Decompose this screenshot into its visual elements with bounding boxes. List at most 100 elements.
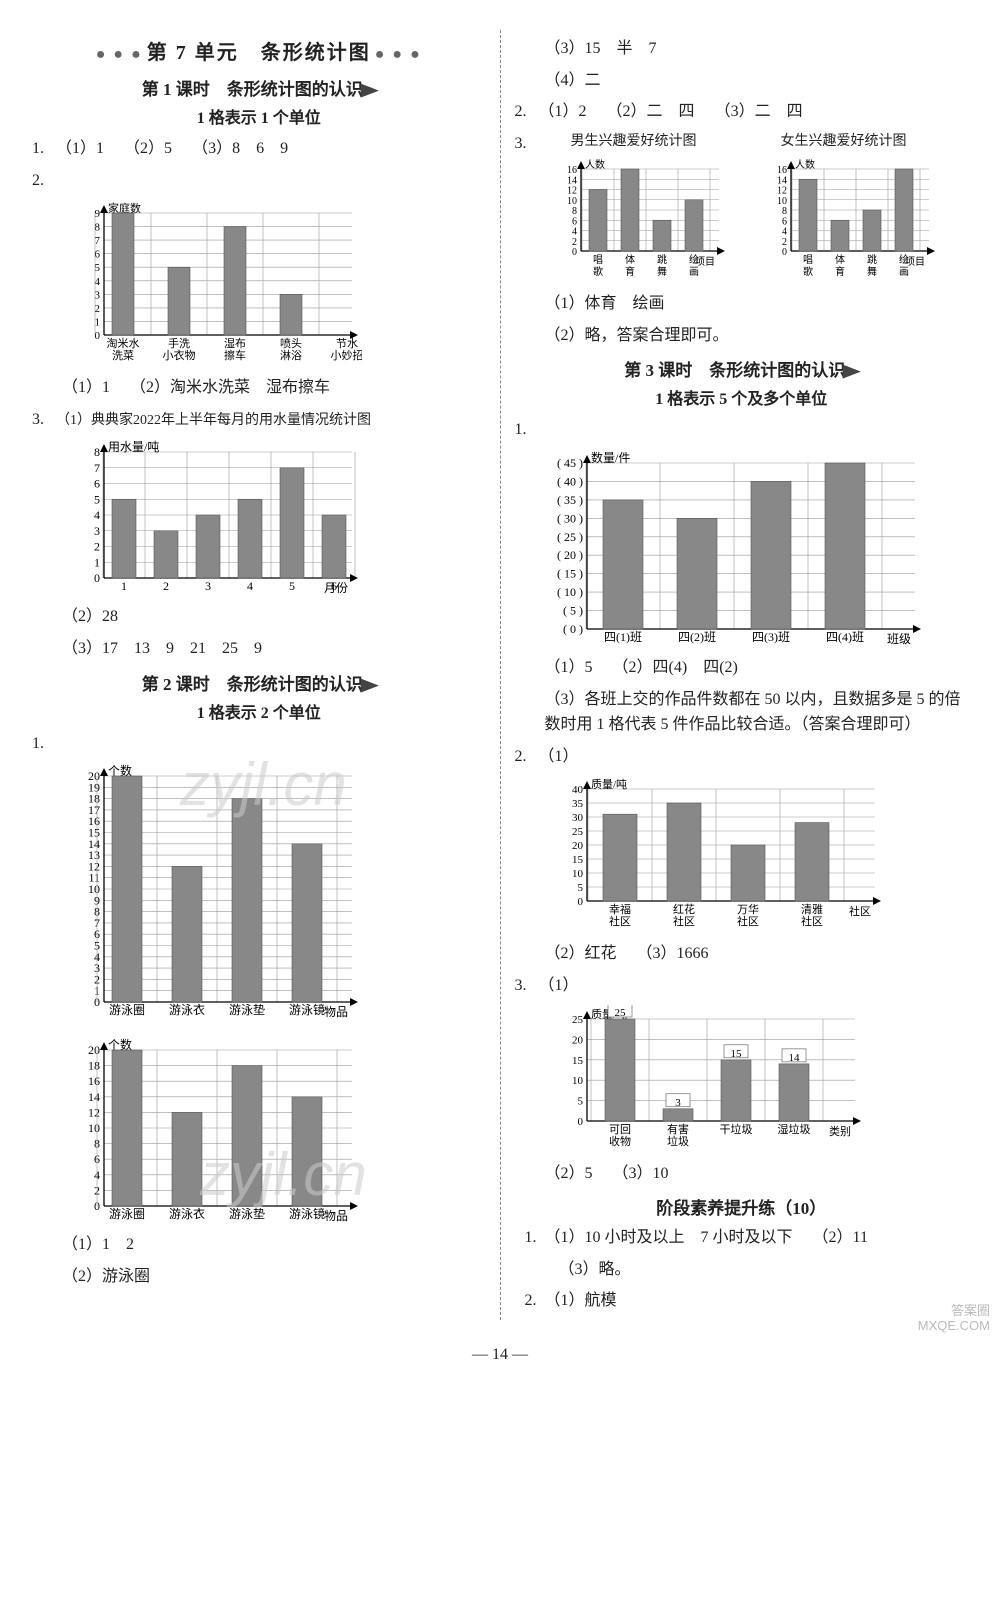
svg-text:社区: 社区 bbox=[673, 914, 695, 928]
corner-watermark: 答案圈 MXQE.COM bbox=[918, 1303, 990, 1334]
svg-text:( 35 ): ( 35 ) bbox=[557, 493, 583, 507]
svg-text:垃圾: 垃圾 bbox=[667, 1134, 689, 1148]
l3-q3bc: （2）5 （3）10 bbox=[515, 1161, 969, 1187]
svg-text:25: 25 bbox=[572, 826, 584, 838]
svg-text:清雅: 清雅 bbox=[801, 902, 823, 916]
l3-q2: 2. （1） bbox=[515, 744, 969, 770]
l3-q3: 3. （1） bbox=[515, 973, 969, 999]
svg-text:16: 16 bbox=[88, 1074, 100, 1088]
l3-chart3: 0510152025质量/吨类别25可回收物3有害垃圾15干垃圾14湿垃圾 bbox=[545, 1005, 969, 1155]
svg-text:手洗: 手洗 bbox=[168, 336, 190, 350]
svg-text:4: 4 bbox=[94, 508, 100, 522]
svg-text:6: 6 bbox=[94, 477, 100, 491]
lesson1-subtitle: 1 格表示 1 个单位 bbox=[32, 104, 486, 128]
svg-text:物品: 物品 bbox=[324, 1209, 348, 1223]
stage-q1c: （3）略。 bbox=[515, 1257, 969, 1283]
svg-text:8: 8 bbox=[782, 206, 787, 217]
svg-text:小衣物: 小衣物 bbox=[163, 348, 196, 362]
svg-text:9: 9 bbox=[95, 208, 101, 220]
svg-text:体: 体 bbox=[835, 254, 845, 266]
svg-text:类别: 类别 bbox=[829, 1124, 851, 1138]
svg-text:游泳衣: 游泳衣 bbox=[169, 1206, 205, 1221]
svg-text:10: 10 bbox=[572, 1075, 584, 1087]
svg-text:( 20 ): ( 20 ) bbox=[557, 548, 583, 562]
svg-text:25: 25 bbox=[572, 1014, 584, 1026]
svg-text:育: 育 bbox=[625, 265, 635, 278]
svg-text:1: 1 bbox=[95, 317, 101, 329]
svg-text:25: 25 bbox=[614, 1007, 626, 1019]
svg-text:4: 4 bbox=[572, 227, 577, 238]
svg-text:人数: 人数 bbox=[585, 158, 605, 171]
svg-text:20: 20 bbox=[88, 769, 100, 783]
dots-left: ● ● ● bbox=[96, 46, 143, 63]
svg-text:万华: 万华 bbox=[737, 902, 759, 916]
svg-text:2: 2 bbox=[782, 237, 787, 248]
svg-text:2: 2 bbox=[572, 237, 577, 248]
r-q3-label: 3. 男生兴趣爱好统计图 0246810121416人数项目唱歌体育跳舞绘画 女… bbox=[515, 131, 969, 285]
svg-text:社区: 社区 bbox=[609, 914, 631, 928]
right-column: （3）15 半 7 （4）二 2. （1）2 （2）二 四 （3）二 四 3. … bbox=[503, 30, 981, 1320]
l1-q2-ans: （1）1 （2）淘米水洗菜 湿布擦车 bbox=[32, 375, 486, 401]
l2-chartB: 02468101214161820个数物品游泳圈游泳衣游泳垫游泳镜 bbox=[62, 1036, 486, 1226]
svg-text:洗菜: 洗菜 bbox=[112, 349, 134, 362]
svg-text:18: 18 bbox=[88, 1059, 100, 1073]
unit-title: 第 7 单元 条形统计图 bbox=[147, 42, 371, 64]
l1-q3b: （2）28 bbox=[32, 604, 486, 630]
svg-text:3: 3 bbox=[95, 290, 101, 302]
svg-text:绘: 绘 bbox=[689, 253, 699, 266]
svg-text:歌: 歌 bbox=[803, 265, 813, 278]
svg-text:四(3)班: 四(3)班 bbox=[752, 630, 790, 644]
svg-text:画: 画 bbox=[899, 267, 909, 278]
svg-text:湿布: 湿布 bbox=[224, 337, 246, 350]
svg-text:( 0 ): ( 0 ) bbox=[563, 622, 583, 636]
chartF: 0246810121416人数项目唱歌体育跳舞绘画 bbox=[749, 155, 939, 285]
svg-text:8: 8 bbox=[95, 222, 101, 234]
svg-text:15: 15 bbox=[730, 1047, 742, 1059]
svg-text:0: 0 bbox=[94, 571, 100, 585]
svg-text:游泳衣: 游泳衣 bbox=[169, 1002, 205, 1017]
svg-text:7: 7 bbox=[94, 461, 100, 475]
svg-text:2: 2 bbox=[94, 540, 100, 554]
unit-header: ● ● ● 第 7 单元 条形统计图 ● ● ● bbox=[32, 36, 486, 65]
l2-chartA: 01234567891011121314151617181920个数物品游泳圈游… bbox=[62, 762, 486, 1022]
svg-text:干垃圾: 干垃圾 bbox=[719, 1122, 752, 1136]
svg-text:15: 15 bbox=[572, 854, 584, 866]
l2-q1-label: 1. bbox=[32, 731, 486, 757]
svg-text:12: 12 bbox=[88, 1106, 100, 1120]
svg-text:8: 8 bbox=[572, 206, 577, 217]
page-root: ● ● ● 第 7 单元 条形统计图 ● ● ● 第 1 课时 条形统计图的认识… bbox=[0, 0, 1000, 1340]
l3-chart1: ( 0 )( 5 )( 10 )( 15 )( 20 )( 25 )( 30 )… bbox=[545, 449, 969, 649]
column-divider bbox=[500, 30, 501, 1320]
svg-text:6: 6 bbox=[331, 579, 337, 593]
svg-text:社区: 社区 bbox=[849, 904, 871, 918]
svg-text:游泳镜: 游泳镜 bbox=[289, 1002, 325, 1017]
l3-q1ab: （1）5 （2）四(4) 四(2) bbox=[515, 655, 969, 681]
r-q2: 2. （1）2 （2）二 四 （3）二 四 bbox=[515, 99, 969, 125]
svg-text:35: 35 bbox=[572, 798, 584, 810]
svg-text:育: 育 bbox=[835, 265, 845, 278]
svg-text:10: 10 bbox=[777, 196, 787, 207]
svg-text:14: 14 bbox=[777, 175, 787, 186]
svg-text:0: 0 bbox=[572, 247, 577, 258]
r-q3-a: （1）体育 绘画 bbox=[515, 291, 969, 317]
pair-chart-wrap: 女生兴趣爱好统计图 0246810121416人数项目唱歌体育跳舞绘画 bbox=[749, 131, 939, 285]
svg-text:30: 30 bbox=[572, 812, 584, 824]
pre-l2: （4）二 bbox=[515, 68, 969, 94]
svg-text:游泳垫: 游泳垫 bbox=[229, 1206, 265, 1221]
svg-text:唱: 唱 bbox=[803, 254, 813, 266]
svg-text:游泳垫: 游泳垫 bbox=[229, 1002, 265, 1017]
svg-text:20: 20 bbox=[88, 1043, 100, 1057]
svg-text:游泳镜: 游泳镜 bbox=[289, 1206, 325, 1221]
svg-text:可回: 可回 bbox=[609, 1123, 631, 1136]
svg-text:4: 4 bbox=[247, 579, 253, 593]
svg-text:0: 0 bbox=[577, 896, 583, 908]
svg-text:16: 16 bbox=[777, 165, 787, 176]
svg-text:舞: 舞 bbox=[657, 266, 667, 278]
svg-text:6: 6 bbox=[782, 216, 787, 227]
svg-text:4: 4 bbox=[95, 276, 101, 288]
svg-text:3: 3 bbox=[675, 1096, 681, 1108]
svg-text:6: 6 bbox=[572, 216, 577, 227]
chartF-title: 女生兴趣爱好统计图 bbox=[749, 131, 939, 153]
svg-text:( 30 ): ( 30 ) bbox=[557, 511, 583, 525]
svg-text:节水: 节水 bbox=[336, 337, 358, 350]
